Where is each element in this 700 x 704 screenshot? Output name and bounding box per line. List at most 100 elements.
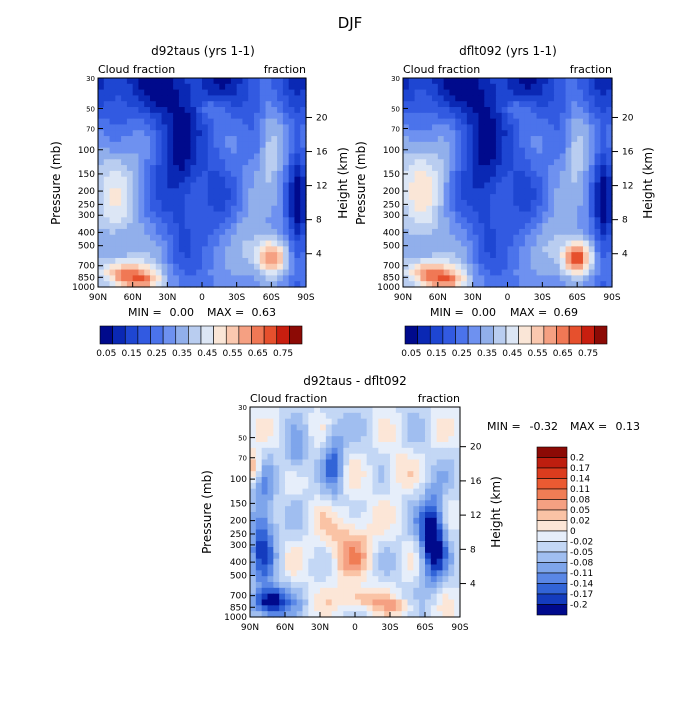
- field-cell: [536, 269, 543, 276]
- field-cell: [588, 240, 596, 247]
- field-cell: [290, 523, 298, 531]
- field-cell: [98, 246, 105, 253]
- field-cell: [225, 165, 232, 172]
- field-cell: [300, 107, 307, 114]
- field-cell: [454, 593, 461, 601]
- field-cell: [524, 124, 532, 131]
- field-cell: [408, 275, 416, 282]
- field-cell: [267, 436, 274, 443]
- field-cell: [548, 170, 555, 178]
- field-cell: [290, 494, 298, 501]
- field-cell: [490, 188, 497, 195]
- field-cell: [279, 611, 286, 618]
- field-cell: [265, 205, 272, 213]
- field-cell: [437, 130, 445, 137]
- field-cell: [184, 240, 192, 247]
- field-cell: [103, 275, 111, 282]
- field-cell: [155, 141, 163, 149]
- field-cell: [320, 541, 327, 548]
- field-cell: [190, 228, 197, 236]
- colorbar-label: -0.11: [570, 569, 593, 579]
- field-cell: [265, 78, 272, 85]
- field-cell: [271, 223, 278, 230]
- field-cell: [472, 130, 480, 137]
- field-cell: [484, 159, 491, 166]
- field-cell: [242, 217, 249, 224]
- field-cell: [115, 95, 122, 102]
- field-cell: [425, 453, 432, 461]
- field-cell: [150, 124, 157, 131]
- field-cell: [571, 199, 578, 207]
- field-cell: [273, 453, 280, 461]
- field-cell: [255, 424, 263, 431]
- field-cell: [448, 541, 455, 548]
- field-cell: [472, 78, 480, 85]
- field-cell: [230, 165, 238, 172]
- field-cell: [524, 188, 532, 195]
- field-cell: [109, 228, 116, 236]
- field-cell: [261, 541, 269, 548]
- field-cell: [236, 153, 244, 160]
- field-cell: [190, 223, 197, 230]
- field-cell: [582, 136, 590, 143]
- field-cell: [126, 141, 134, 149]
- field-cell: [294, 223, 301, 230]
- field-cell: [432, 176, 439, 184]
- field-cell: [98, 95, 105, 102]
- field-cell: [588, 281, 596, 288]
- field-cell: [325, 570, 333, 577]
- field-cell: [600, 112, 607, 120]
- field-cell: [436, 605, 444, 612]
- field-cell: [196, 228, 203, 236]
- field-cell: [553, 89, 561, 97]
- field-cell: [437, 275, 445, 282]
- field-cell: [442, 506, 449, 513]
- field-cell: [577, 228, 584, 236]
- field-cell: [577, 182, 584, 189]
- field-cell: [259, 147, 267, 155]
- field-cell: [407, 523, 414, 531]
- field-cell: [196, 217, 203, 224]
- field-cell: [236, 118, 244, 126]
- field-cell: [588, 170, 596, 178]
- field-cell: [242, 269, 249, 276]
- field-cell: [325, 611, 333, 618]
- field-cell: [606, 246, 613, 253]
- field-cell: [449, 205, 456, 213]
- field-cell: [407, 541, 414, 548]
- field-cell: [360, 535, 368, 542]
- field-cell: [395, 564, 403, 571]
- field-cell: [230, 188, 238, 195]
- field-cell: [472, 199, 480, 207]
- field-cell: [290, 459, 298, 466]
- field-cell: [294, 147, 301, 155]
- field-cell: [190, 136, 197, 143]
- field-cell: [190, 124, 197, 131]
- field-cell: [259, 252, 267, 259]
- field-cell: [426, 136, 433, 143]
- field-cell: [285, 541, 292, 548]
- field-cell: [484, 263, 491, 271]
- field-cell: [121, 118, 128, 126]
- field-cell: [507, 176, 514, 184]
- field-cell: [271, 170, 278, 178]
- field-cell: [355, 407, 362, 414]
- field-cell: [242, 170, 249, 178]
- field-cell: [308, 477, 315, 484]
- field-cell: [442, 541, 449, 548]
- field-cell: [501, 159, 509, 166]
- field-cell: [432, 159, 439, 166]
- field-cell: [337, 570, 344, 577]
- field-cell: [432, 95, 439, 102]
- field-cell: [426, 153, 433, 160]
- field-cell: [408, 170, 416, 178]
- field-cell: [536, 211, 543, 218]
- field-cell: [296, 605, 304, 612]
- field-cell: [308, 523, 315, 531]
- field-cell: [236, 136, 244, 143]
- field-cell: [285, 488, 292, 496]
- field-cell: [98, 281, 105, 288]
- field-cell: [294, 194, 301, 201]
- field-cell: [178, 199, 186, 207]
- field-cell: [436, 611, 444, 618]
